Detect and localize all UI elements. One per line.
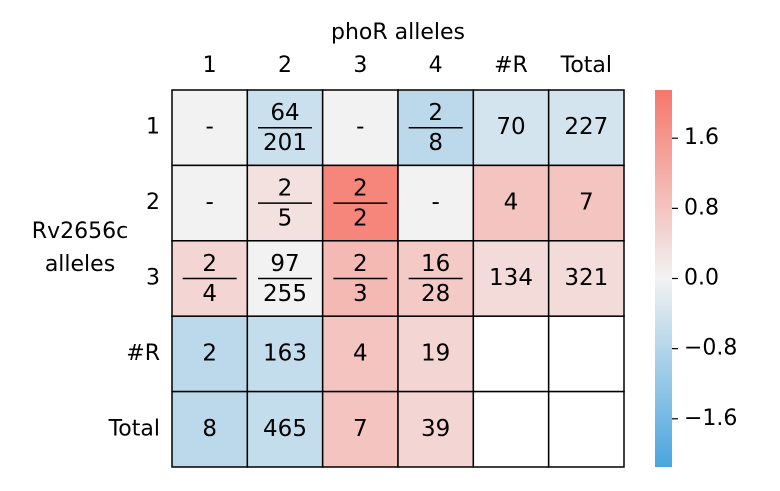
cell bbox=[472, 164, 550, 242]
cell-label: 39 bbox=[421, 416, 450, 442]
cell-label: 163 bbox=[263, 340, 307, 366]
cell-label: 8 bbox=[202, 416, 217, 442]
cell bbox=[547, 164, 625, 242]
cell-label: 465 bbox=[263, 416, 307, 442]
cell bbox=[397, 390, 475, 468]
cell bbox=[547, 315, 625, 393]
cell bbox=[171, 315, 249, 393]
row-label: 2 bbox=[146, 190, 160, 215]
cell-numerator: 2 bbox=[278, 176, 293, 202]
y-axis-label: Rv2656c bbox=[32, 219, 128, 244]
column-label: #R bbox=[494, 53, 528, 78]
column-label: 3 bbox=[353, 53, 367, 78]
y-axis-label: alleles bbox=[45, 252, 115, 277]
cell-numerator: 97 bbox=[270, 251, 299, 277]
cell-label: - bbox=[206, 114, 214, 140]
colorbar-tick-label: 0.8 bbox=[684, 195, 719, 220]
colorbar-tick-label: 1.6 bbox=[684, 125, 719, 150]
column-label: 2 bbox=[278, 53, 292, 78]
cell-label: 321 bbox=[564, 265, 608, 291]
cell-denominator: 255 bbox=[263, 281, 307, 307]
cell bbox=[547, 390, 625, 468]
cell-label: 4 bbox=[504, 190, 519, 216]
cell-denominator: 201 bbox=[263, 130, 307, 156]
cell-denominator: 8 bbox=[428, 130, 443, 156]
row-label: 3 bbox=[146, 266, 160, 291]
cell-label: 134 bbox=[489, 265, 533, 291]
cell-numerator: 64 bbox=[270, 100, 299, 126]
cell bbox=[547, 240, 625, 317]
cell-label: 227 bbox=[564, 114, 608, 140]
cell bbox=[472, 390, 550, 468]
cell-label: - bbox=[206, 190, 214, 216]
cell-label: - bbox=[356, 114, 364, 140]
cell-label: 70 bbox=[496, 114, 525, 140]
cell bbox=[321, 390, 399, 468]
cell-denominator: 4 bbox=[202, 281, 217, 307]
cell bbox=[397, 164, 475, 242]
cell-numerator: 2 bbox=[428, 100, 443, 126]
cell bbox=[246, 390, 324, 468]
cell-denominator: 28 bbox=[421, 281, 450, 307]
cell-label: 4 bbox=[353, 340, 368, 366]
cell bbox=[246, 315, 324, 393]
cell-label: 7 bbox=[353, 416, 368, 442]
cell-label: 19 bbox=[421, 340, 450, 366]
cell-label: 7 bbox=[579, 190, 594, 216]
cell-denominator: 3 bbox=[353, 281, 368, 307]
cell-numerator: 2 bbox=[353, 176, 368, 202]
column-label: Total bbox=[560, 53, 612, 78]
colorbar bbox=[655, 90, 672, 467]
cell-numerator: 16 bbox=[421, 251, 450, 277]
cell-label: 2 bbox=[202, 340, 217, 366]
row-label: 1 bbox=[146, 115, 160, 140]
cell bbox=[171, 390, 249, 468]
cell bbox=[472, 315, 550, 393]
row-label: Total bbox=[108, 416, 160, 441]
cell bbox=[547, 89, 625, 167]
column-label: 4 bbox=[429, 53, 443, 78]
colorbar-tick-label: −0.8 bbox=[684, 336, 737, 361]
colorbar-tick-label: 0.0 bbox=[684, 266, 719, 291]
chart-title: phoR alleles bbox=[331, 20, 465, 45]
cell-denominator: 2 bbox=[353, 206, 368, 232]
cell-numerator: 2 bbox=[202, 251, 217, 277]
cell-denominator: 5 bbox=[278, 206, 293, 232]
cell-numerator: 2 bbox=[353, 251, 368, 277]
cell bbox=[472, 240, 550, 317]
colorbar-tick-label: −1.6 bbox=[684, 406, 737, 431]
row-label: #R bbox=[126, 341, 160, 366]
cell bbox=[171, 164, 249, 242]
column-label: 1 bbox=[203, 53, 217, 78]
cell-label: - bbox=[432, 190, 440, 216]
cell bbox=[171, 89, 249, 167]
